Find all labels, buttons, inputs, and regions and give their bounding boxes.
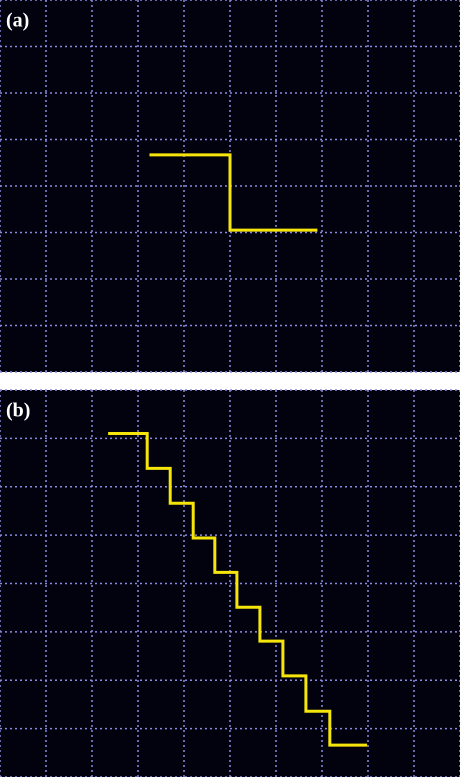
panel-label: (a)	[6, 10, 29, 32]
page: {"chart_data": [ {"type": "line", "title…	[0, 0, 460, 777]
panel-label: (b)	[6, 400, 30, 422]
scope-figure: (a) (b)	[0, 0, 460, 777]
